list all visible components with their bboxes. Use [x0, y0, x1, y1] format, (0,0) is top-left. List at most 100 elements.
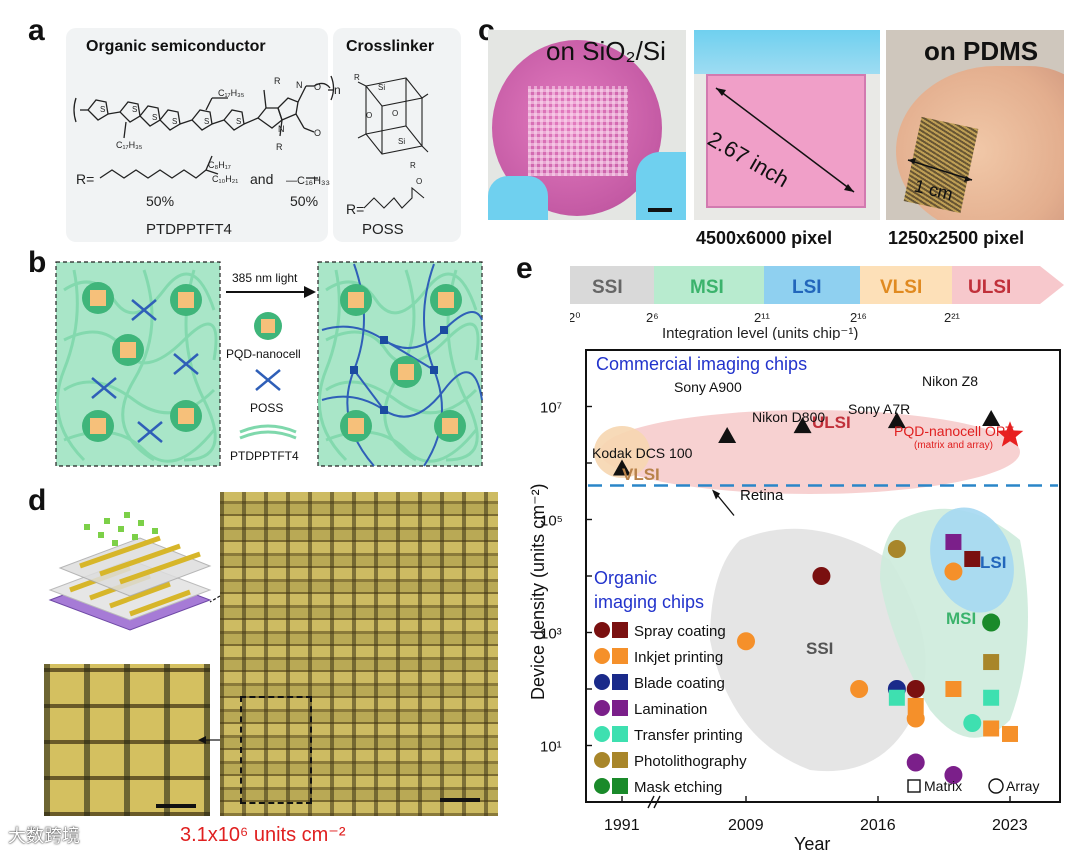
device-density-chart: 10¹ 10³ 10⁵ 10⁷ 1991 2009 2016 2023 Commercial…	[528, 349, 1061, 854]
integration-axis-label: Integration level (units chip⁻¹)	[662, 325, 858, 340]
zoom-arrows	[198, 595, 221, 744]
r-prefix-left: R=	[76, 171, 94, 187]
retina-pointer-head	[712, 489, 720, 500]
legend-method-label: Inkjet printing	[634, 649, 723, 666]
pct-right: 50%	[290, 193, 318, 209]
legend-circle	[594, 674, 610, 690]
organic-matrix-marker	[888, 689, 905, 706]
poss-name: POSS	[362, 221, 404, 238]
panel-b-diagram: 385 nm light PQD-nanocell POSS PTDPPTFT4	[55, 261, 483, 467]
zoom-box	[240, 696, 312, 804]
seg-msi: MSI	[690, 277, 724, 298]
r-label-bottom: R	[276, 142, 283, 152]
organic-matrix-marker	[983, 720, 1000, 737]
seg-ulsi: ULSI	[968, 277, 1011, 298]
legend-method-label: Spray coating	[634, 623, 726, 640]
scale-bar-zoom	[156, 804, 196, 808]
commercial-points	[613, 410, 1001, 476]
wafer-pixel-grid	[528, 86, 628, 176]
organic-matrix-marker	[907, 698, 924, 715]
x-tick-label: 1991	[604, 817, 640, 834]
svg-text:S: S	[172, 117, 177, 126]
scale-seg-ssi	[570, 266, 654, 304]
c17-label-a: C₁₇H₃₅	[116, 140, 143, 150]
legend-array-label: Array	[1006, 778, 1039, 794]
svg-text:O: O	[366, 111, 372, 120]
organic-points	[737, 533, 1018, 785]
crosslinker-title: Crosslinker	[346, 38, 435, 55]
poss-r-prefix: R=	[346, 201, 364, 217]
ssi-label: SSI	[806, 639, 833, 658]
seg-vlsi: VLSI	[880, 277, 922, 298]
density-label: 3.1x10⁶ units cm⁻²	[180, 824, 346, 846]
axis-break	[647, 795, 661, 809]
micrograph-columns	[220, 492, 498, 816]
svg-text:N: N	[296, 80, 303, 90]
svg-text:S: S	[236, 117, 241, 126]
diagonal-arrow	[715, 87, 855, 193]
pqd-label: PQD-nanocell	[226, 347, 301, 361]
chemical-structures: C₁₇H₃₅ C₁₇H₃₅ R R n S S S S S S O O N N …	[73, 73, 429, 238]
panel-label-d: d	[28, 484, 47, 517]
organic-array-marker	[906, 680, 925, 698]
y-tick-label: 10³	[540, 626, 562, 643]
polymer-label: PTDPPTFT4	[230, 449, 299, 463]
tick-2-16: 2¹⁶	[850, 310, 867, 325]
scale-bar-c	[648, 208, 672, 212]
resolution-2: 1250x2500 pixel	[888, 228, 1025, 248]
x-tick-label: 2023	[992, 817, 1028, 834]
our-label: PQD-nanocell OPT	[894, 423, 1014, 439]
c8-label: C₈H₁₇	[208, 160, 231, 170]
photo-wafer: on SiO₂/Si	[488, 30, 686, 220]
organic-array-marker	[982, 613, 1001, 632]
ulsi-label: ULSI	[812, 413, 851, 432]
scale-seg-lsi	[764, 266, 860, 304]
legend-method-label: Blade coating	[634, 675, 725, 692]
scale-seg-msi	[654, 266, 764, 304]
glove-top	[694, 30, 880, 74]
panel-a-left-box	[66, 28, 328, 242]
organic-array-marker	[850, 680, 869, 698]
micrograph-array	[220, 492, 498, 816]
legend-matrix-square	[907, 779, 921, 793]
legend-square	[612, 674, 628, 690]
y-tick-label: 10⁷	[540, 400, 562, 417]
label-kodak: Kodak DCS 100	[592, 445, 693, 461]
retina-label: Retina	[740, 487, 784, 504]
organic-array-marker	[906, 753, 925, 772]
device-exploded-view	[48, 512, 212, 631]
legend-square	[612, 622, 628, 638]
organic-matrix-marker	[945, 681, 962, 697]
r-and-text: and	[250, 171, 273, 187]
organic-matrix-marker	[983, 654, 1000, 671]
y-tick-label: 10⁵	[540, 513, 563, 530]
zoom-columns	[44, 664, 210, 816]
commercial-title: Commercial imaging chips	[596, 354, 807, 374]
our-star	[996, 421, 1024, 447]
ptdpptft4-name: PTDPPTFT4	[146, 221, 232, 238]
cm-arrow	[907, 158, 973, 182]
svg-text:Si: Si	[398, 137, 405, 146]
x-tick-label: 2009	[728, 817, 764, 834]
panel-label-a: a	[28, 14, 45, 47]
scale-seg-ulsi	[952, 266, 1064, 304]
tick-2-21: 2²¹	[944, 310, 961, 325]
svg-text:S: S	[152, 113, 157, 122]
x-axis-title: Year	[794, 834, 830, 854]
retina-arrow	[712, 489, 735, 516]
our-point	[996, 421, 1024, 447]
legend-circle	[594, 648, 610, 664]
our-sub-label: (matrix and array)	[914, 440, 993, 451]
photo-finger: 1 cm on PDMS	[886, 30, 1064, 220]
commercial-triangle	[613, 459, 631, 476]
c10-label: C₁₀H₂₁	[212, 174, 238, 184]
seg-lsi: LSI	[792, 277, 822, 298]
legend-method-label: Mask etching	[634, 779, 722, 796]
on-sio2-label: on SiO₂/Si	[546, 36, 666, 66]
watermark: 大数跨境	[8, 826, 80, 846]
legend-circle	[594, 726, 610, 742]
legend-circle	[594, 622, 610, 638]
legend-array-circle	[988, 778, 1004, 794]
legend-circle	[594, 700, 610, 716]
x-ticks: 1991 2009 2016 2023	[604, 796, 1028, 834]
